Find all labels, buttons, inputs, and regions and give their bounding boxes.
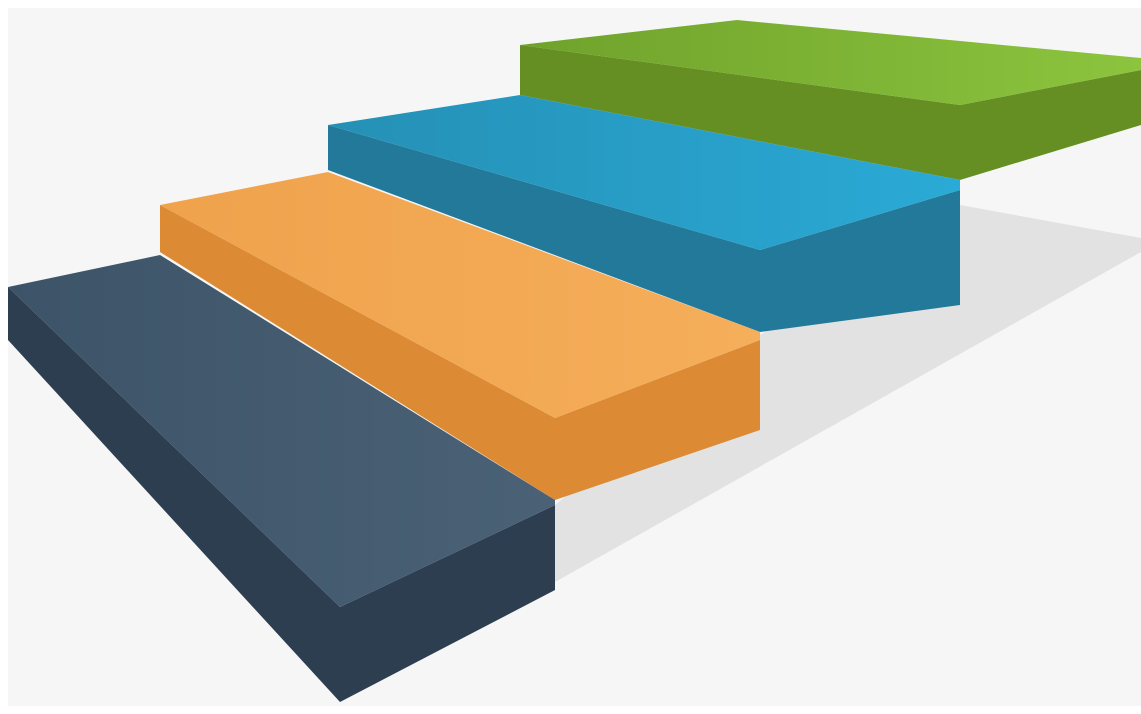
shadow [555,205,1141,582]
navy-step-top [8,255,555,607]
green-step-side [520,45,1141,180]
blue-step-side [328,125,960,332]
navy-step-side [8,287,555,702]
orange-step-side [160,205,760,500]
green-step-top [520,20,1141,105]
orange-step-top [160,172,760,418]
blue-step-top [328,95,960,250]
